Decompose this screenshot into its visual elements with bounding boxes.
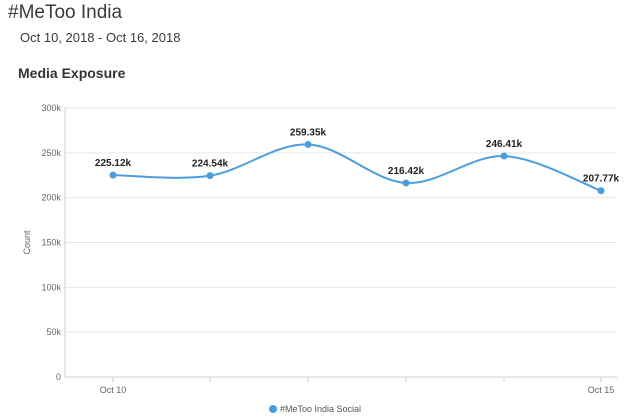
axes: 0 50k 100k 150k 200k 250k 300k Oct 10 Oct 15 [41,103,614,395]
legend-label: #MeToo India Social [279,404,362,414]
y-tick-label: 200k [41,193,61,203]
x-tick-label: Oct 10 [100,385,127,395]
y-tick-label: 150k [41,238,61,248]
y-tick-label: 100k [41,282,61,292]
series-layer [109,140,605,195]
data-label: 224.54k [192,159,229,170]
page-title: #MeToo India [8,2,123,23]
data-point[interactable] [109,171,117,179]
data-labels: 225.12k 224.54k 259.35k 216.42k 246.41k 207.7… [95,127,620,184]
data-label: 216.42k [388,166,425,177]
y-tick-label: 50k [46,327,61,337]
grid-lines [65,107,617,378]
data-label: 225.12k [95,158,132,169]
y-tick-label: 300k [41,103,61,113]
data-point[interactable] [402,179,410,187]
data-point[interactable] [304,140,312,148]
data-label: 207.77k [583,174,620,185]
legend-marker [268,405,277,413]
legend[interactable]: #MeToo India Social [0,404,630,414]
y-tick-label: 0 [56,372,61,382]
data-point[interactable] [500,152,508,160]
data-label: 259.35k [290,127,327,138]
date-range[interactable]: Oct 10, 2018 - Oct 16, 2018 [20,30,181,45]
series-line [112,143,602,192]
y-axis-title: Count [22,230,32,255]
data-label: 246.41k [486,139,523,150]
data-point[interactable] [597,187,605,195]
data-point[interactable] [206,172,214,180]
y-tick-label: 250k [41,148,61,158]
x-tick-label: Oct 15 [588,385,615,395]
chart-title: Media Exposure [18,65,126,81]
